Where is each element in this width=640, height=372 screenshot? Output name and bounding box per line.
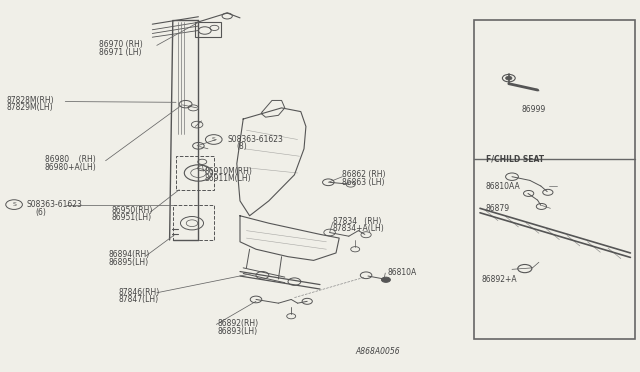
Text: 87846(RH): 87846(RH) [118,288,159,296]
Text: 86894(RH): 86894(RH) [109,250,150,259]
Text: 86971 (LH): 86971 (LH) [99,48,141,57]
Text: 87829M(LH): 87829M(LH) [6,103,53,112]
Bar [474,20,635,339]
Circle shape [381,277,390,282]
Text: (6): (6) [35,208,46,217]
Text: 86911M(LH): 86911M(LH) [205,174,252,183]
Text: F/CHILD SEAT: F/CHILD SEAT [486,155,545,164]
Text: S: S [12,202,16,207]
Text: 86879: 86879 [485,204,509,213]
Text: 86810AA: 86810AA [485,182,520,190]
Text: 86999: 86999 [522,105,546,114]
Text: (8): (8) [237,142,248,151]
Text: 86892(RH): 86892(RH) [218,319,259,328]
Text: 87847(LH): 87847(LH) [118,295,159,304]
Text: 86863 (LH): 86863 (LH) [342,178,385,187]
Text: 86980+A(LH): 86980+A(LH) [45,163,97,172]
Text: 87828M(RH): 87828M(RH) [6,96,54,105]
Bar [173,205,214,240]
Text: 86893(LH): 86893(LH) [218,327,258,336]
Text: 87834   (RH): 87834 (RH) [333,217,381,226]
Text: S: S [212,137,216,142]
Text: 86862 (RH): 86862 (RH) [342,170,386,179]
Text: S08363-61623: S08363-61623 [228,135,284,144]
Text: S08363-61623: S08363-61623 [26,200,82,209]
Text: A868A0056: A868A0056 [355,347,400,356]
Text: 86810A: 86810A [387,268,417,277]
Text: 86951(LH): 86951(LH) [112,213,152,222]
Text: 86910M(RH): 86910M(RH) [205,167,253,176]
Text: 86950(RH): 86950(RH) [112,206,154,215]
Bar [176,156,214,190]
Text: 86980    (RH): 86980 (RH) [45,155,95,164]
Bar [195,22,221,37]
Text: 86970 (RH): 86970 (RH) [99,40,143,49]
Text: 86895(LH): 86895(LH) [109,258,149,267]
Circle shape [506,76,512,80]
Text: 86892+A: 86892+A [481,275,517,284]
Text: 87834+A(LH): 87834+A(LH) [333,224,385,233]
